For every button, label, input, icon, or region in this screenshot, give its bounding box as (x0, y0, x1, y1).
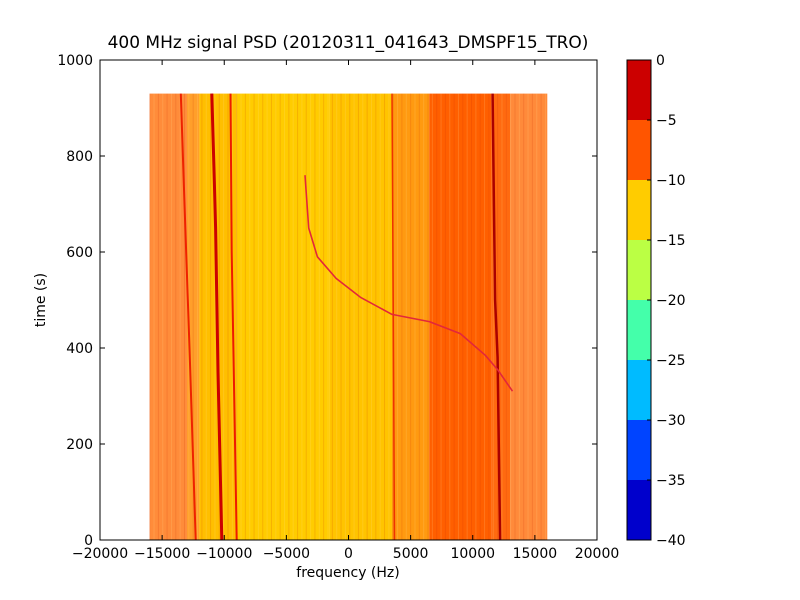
colorbar-tick-label: −5 (656, 113, 677, 129)
signal-track-4 (491, 93, 502, 540)
colorbar-tick-label: −35 (656, 473, 686, 489)
x-tick-label: 5000 (393, 546, 429, 562)
psd-band-1 (186, 93, 200, 540)
signal-track-2 (229, 93, 238, 540)
colorbar-level (627, 480, 651, 540)
x-axis: −20000 −15000 −10000 −5000 0 5000 10000 15000 20… (72, 60, 619, 562)
colorbar-tick-label: −40 (656, 533, 686, 549)
y-tick-label: 0 (84, 533, 93, 549)
signal-track-1 (210, 93, 224, 540)
x-tick-label: 0 (344, 546, 353, 562)
psd-band-5 (391, 93, 430, 540)
colorbar-tick-label: −10 (656, 173, 686, 189)
colorbar-level (627, 420, 651, 480)
colorbar-level (627, 180, 651, 240)
psd-band-8 (510, 93, 548, 540)
psd-band-7 (491, 93, 511, 540)
x-tick-label: 20000 (575, 546, 620, 562)
colorbar-tick-label: −15 (656, 233, 686, 249)
psd-band-4 (329, 93, 392, 540)
y-tick-label: 200 (66, 437, 93, 453)
colorbar-tick-label: −25 (656, 353, 686, 369)
colorbar-tick-label: 0 (656, 53, 665, 69)
plot-area (99, 59, 598, 541)
colorbar: 0 −5 −10 −15 −20 −25 −30 −35 −40 (626, 53, 686, 549)
psd-band-3 (236, 93, 330, 540)
x-tick-label: −20000 (72, 546, 128, 562)
y-tick-label: 600 (66, 245, 93, 261)
striation-texture (149, 93, 546, 540)
psd-band-0 (149, 93, 187, 540)
y-axis: 0 200 400 600 800 1000 (57, 53, 597, 549)
signal-track-5 (304, 175, 514, 392)
chart-title: 400 MHz signal PSD (20120311_041643_DMSP… (108, 33, 589, 53)
heatmap-image (149, 93, 548, 540)
colorbar-tick-label: −20 (656, 293, 686, 309)
signal-track-0 (179, 93, 197, 540)
x-tick-label: −5000 (263, 546, 310, 562)
colorbar-level (627, 60, 651, 120)
x-axis-label: frequency (Hz) (296, 565, 399, 581)
x-tick-label: 10000 (450, 546, 495, 562)
colorbar-tick-label: −30 (656, 413, 686, 429)
colorbar-level (627, 360, 651, 420)
y-tick-label: 800 (66, 149, 93, 165)
y-tick-label: 1000 (57, 53, 93, 69)
x-tick-label: −10000 (196, 546, 252, 562)
psd-band-6 (429, 93, 492, 540)
signal-track-3 (391, 93, 396, 540)
y-axis-label: time (s) (33, 273, 49, 327)
colorbar-level (627, 240, 651, 300)
y-tick-label: 400 (66, 341, 93, 357)
colorbar-level (627, 120, 651, 180)
colorbar-level (627, 300, 651, 360)
x-tick-label: 15000 (513, 546, 558, 562)
x-tick-label: −15000 (134, 546, 190, 562)
